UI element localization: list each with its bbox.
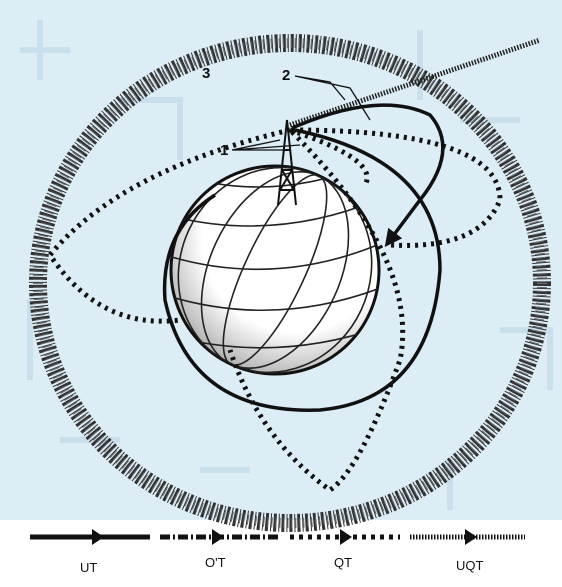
globe — [169, 164, 381, 376]
background-pattern — [20, 20, 553, 510]
paths-label: 2 — [282, 67, 290, 84]
antenna-label: 1 — [220, 142, 228, 159]
legend-label: QT — [334, 555, 352, 570]
globe-grid — [171, 166, 379, 374]
ring-label: 3 — [202, 65, 210, 82]
legend-label: UT — [80, 560, 97, 575]
uqt-ray — [289, 37, 541, 128]
legend-label: O'T — [205, 555, 226, 570]
legend: UT O'T QT UQT — [30, 529, 525, 575]
ionosphere-ring-texture — [33, 38, 547, 528]
legend-label: UQT — [456, 558, 484, 573]
ut-loop — [162, 128, 442, 412]
ut-path — [291, 103, 445, 247]
leader-lines — [231, 75, 371, 151]
qt-paths — [46, 127, 503, 494]
